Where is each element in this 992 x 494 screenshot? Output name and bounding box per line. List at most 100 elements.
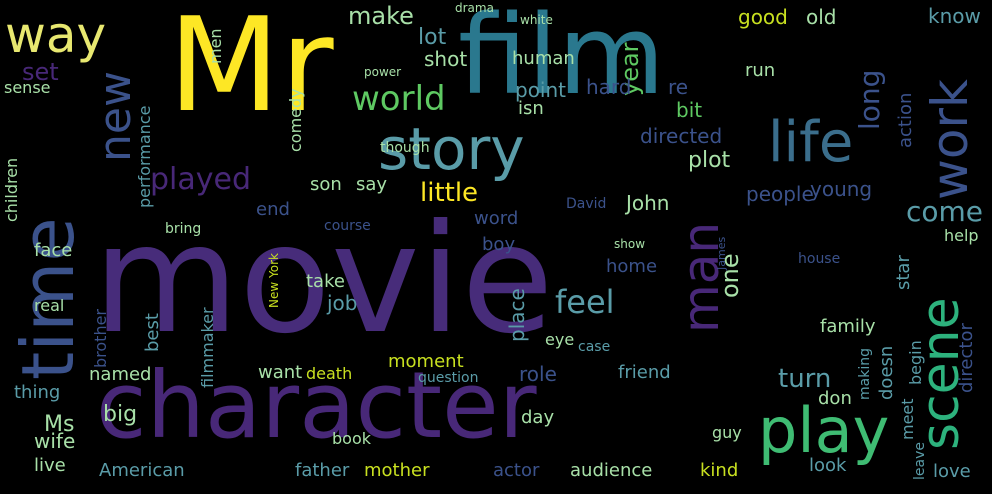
word-david: David: [566, 196, 607, 212]
word-mr: Mr: [168, 0, 334, 141]
word-job: job: [327, 291, 358, 315]
word-james: James: [715, 236, 728, 270]
word-point: point: [515, 78, 567, 102]
word-ms: Ms: [44, 412, 75, 437]
word-son: son: [310, 174, 342, 195]
word-good: good: [738, 5, 788, 29]
word-lot: lot: [418, 25, 447, 50]
word-wife: wife: [34, 429, 76, 453]
word-way: way: [5, 6, 107, 64]
word-thing: thing: [14, 382, 61, 403]
word-old: old: [806, 5, 837, 29]
word-say: say: [356, 174, 388, 195]
word-know: know: [928, 4, 981, 28]
word-hard: hard: [586, 75, 632, 99]
word-bring: bring: [165, 221, 202, 237]
word-played: played: [150, 162, 252, 197]
word-life: life: [768, 110, 854, 175]
word-death: death: [306, 364, 353, 383]
word-course: course: [324, 218, 371, 234]
word-make: make: [348, 2, 414, 30]
word-actor: actor: [493, 460, 540, 481]
word-set: set: [22, 58, 59, 86]
word-story: story: [378, 115, 525, 183]
word-family: family: [820, 316, 876, 337]
word-isn: isn: [518, 98, 544, 119]
word-end: end: [256, 199, 290, 220]
word-sense: sense: [4, 78, 51, 97]
word-audience: audience: [570, 460, 653, 481]
word-character: character: [96, 352, 537, 459]
word-question: question: [418, 370, 479, 386]
word-shot: shot: [424, 47, 468, 71]
word-kind: kind: [700, 460, 739, 481]
word-john: John: [626, 191, 670, 215]
word-help: help: [944, 226, 979, 245]
word-love: love: [933, 461, 971, 482]
word-performance: performance: [135, 105, 154, 208]
word-star: star: [893, 255, 914, 290]
word-guy: guy: [712, 423, 742, 442]
word-power: power: [364, 65, 402, 79]
word-look: look: [809, 455, 847, 476]
word-world: world: [352, 79, 446, 119]
word-children: children: [2, 157, 21, 222]
word-american: American: [99, 460, 185, 481]
word-house: house: [798, 251, 841, 267]
word-home: home: [606, 256, 658, 277]
word-word: word: [474, 208, 519, 229]
word-bit: bit: [676, 98, 703, 122]
word-want: want: [258, 362, 303, 383]
word-men: men: [206, 28, 225, 64]
word-long: long: [853, 69, 886, 130]
word-re: re: [668, 75, 689, 99]
word-film: film: [458, 0, 666, 119]
word-moment: moment: [388, 351, 464, 372]
word-turn: turn: [778, 364, 832, 394]
word-real: real: [34, 296, 65, 315]
word-don: don: [818, 388, 852, 409]
word-big: big: [103, 402, 138, 427]
word-come: come: [906, 195, 984, 228]
word-eye: eye: [545, 330, 575, 349]
word-show: show: [614, 237, 646, 251]
word-human: human: [512, 48, 575, 69]
word-people: people: [746, 182, 814, 206]
word-take: take: [306, 271, 345, 292]
word-best: best: [142, 313, 163, 352]
word-new-york: New York: [267, 253, 281, 308]
word-though: though: [380, 140, 430, 156]
word-action: action: [895, 92, 916, 148]
word-named: named: [89, 364, 152, 385]
word-day: day: [521, 407, 555, 428]
word-little: little: [420, 178, 479, 208]
word-movie: movie: [93, 193, 554, 367]
word-plot: plot: [688, 148, 731, 173]
word-directed: directed: [640, 124, 723, 148]
word-new: new: [90, 71, 141, 162]
word-making: making: [857, 348, 873, 400]
word-case: case: [578, 339, 611, 355]
word-drama: drama: [455, 1, 494, 15]
word-book: book: [332, 429, 371, 448]
word-friend: friend: [618, 362, 671, 383]
word-brother: brother: [91, 308, 110, 368]
word-doesn: doesn: [876, 345, 897, 400]
word-live: live: [34, 455, 66, 476]
word-leave: leave: [912, 442, 928, 480]
word-meet: meet: [898, 398, 917, 440]
word-place: place: [505, 288, 529, 342]
word-comedy: comedy: [286, 88, 305, 152]
word-face: face: [34, 240, 73, 261]
word-boy: boy: [482, 234, 516, 255]
word-filmmaker: filmmaker: [198, 307, 217, 388]
word-feel: feel: [555, 283, 615, 321]
word-mother: mother: [364, 460, 430, 481]
word-run: run: [745, 60, 776, 81]
word-begin: begin: [906, 340, 925, 385]
word-play: play: [758, 394, 890, 467]
word-young: young: [810, 177, 873, 201]
word-father: father: [295, 460, 350, 481]
word-work: work: [921, 79, 979, 200]
